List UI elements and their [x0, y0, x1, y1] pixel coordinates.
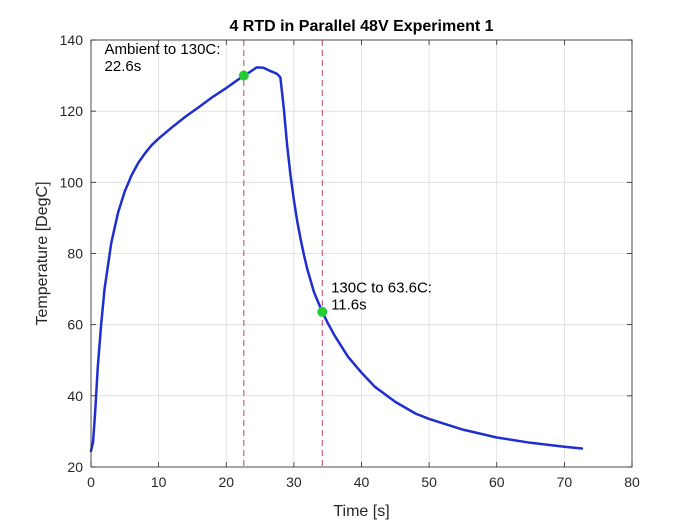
x-tick-label: 40 [354, 474, 370, 490]
y-tick-label: 60 [67, 317, 83, 333]
x-tick-label: 30 [286, 474, 302, 490]
annotation-line: 11.6s [331, 297, 367, 314]
y-tick-label: 140 [60, 32, 84, 48]
data-point-marker [238, 70, 249, 81]
annotation-line: 130C to 63.6C: [331, 280, 432, 297]
y-tick-label: 100 [60, 174, 84, 190]
x-tick-label: 0 [87, 474, 95, 490]
x-axis-label: Time [s] [333, 503, 389, 520]
y-tick-label: 80 [67, 246, 83, 262]
ticks: 0 10 20 30 40 50 60 70 80 20 40 60 80 100 120 140 [60, 32, 640, 490]
x-tick-label: 70 [557, 474, 573, 490]
series-group [89, 66, 584, 453]
x-tick-label: 10 [151, 474, 167, 490]
annotation-text: 130C to 63.6C: 11.6s [331, 280, 432, 314]
data-point-marker [317, 306, 328, 317]
x-tick-label: 50 [421, 474, 437, 490]
y-tick-label: 20 [67, 459, 83, 475]
x-tick-label: 80 [624, 474, 640, 490]
y-tick-label: 120 [60, 103, 84, 119]
y-axis-label: Temperature [DegC] [34, 181, 51, 325]
temperature-series-line [89, 66, 584, 453]
markers [238, 70, 328, 317]
annotations: Ambient to 130C: 22.6s 130C to 63.6C: 11.6s [105, 41, 432, 313]
annotation-line: 22.6s [105, 58, 142, 75]
x-tick-label: 20 [218, 474, 234, 490]
annotation-line: Ambient to 130C: [105, 41, 221, 58]
vertical-reference-lines [243, 40, 323, 467]
x-tick-label: 60 [489, 474, 505, 490]
y-tick-label: 40 [67, 388, 83, 404]
annotation-text: Ambient to 130C: 22.6s [105, 41, 221, 75]
chart-title: 4 RTD in Parallel 48V Experiment 1 [229, 18, 493, 35]
